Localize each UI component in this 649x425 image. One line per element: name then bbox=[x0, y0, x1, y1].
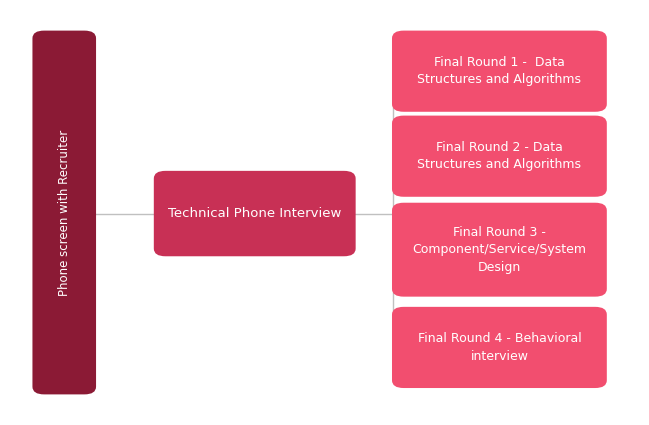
FancyBboxPatch shape bbox=[392, 31, 607, 112]
Text: Final Round 3 -
Component/Service/System
Design: Final Round 3 - Component/Service/System… bbox=[412, 226, 587, 274]
FancyBboxPatch shape bbox=[392, 307, 607, 388]
FancyBboxPatch shape bbox=[392, 116, 607, 197]
Text: Phone screen with Recruiter: Phone screen with Recruiter bbox=[58, 129, 71, 296]
Text: Final Round 2 - Data
Structures and Algorithms: Final Round 2 - Data Structures and Algo… bbox=[417, 141, 582, 171]
FancyBboxPatch shape bbox=[154, 171, 356, 256]
Text: Final Round 4 - Behavioral
interview: Final Round 4 - Behavioral interview bbox=[417, 332, 582, 363]
FancyBboxPatch shape bbox=[32, 31, 96, 394]
Text: Technical Phone Interview: Technical Phone Interview bbox=[168, 207, 341, 220]
Text: Final Round 1 -  Data
Structures and Algorithms: Final Round 1 - Data Structures and Algo… bbox=[417, 56, 582, 86]
FancyBboxPatch shape bbox=[392, 203, 607, 297]
